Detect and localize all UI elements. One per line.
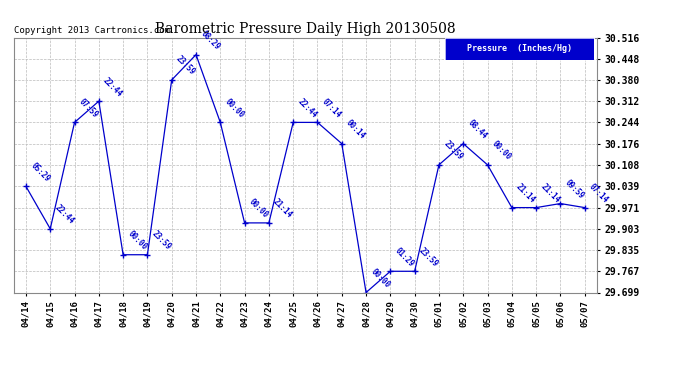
Text: 22:44: 22:44 <box>53 203 76 226</box>
Text: 00:00: 00:00 <box>369 267 391 290</box>
Text: 09:59: 09:59 <box>563 178 586 201</box>
Text: 07:14: 07:14 <box>587 182 610 205</box>
Text: 00:00: 00:00 <box>126 229 148 252</box>
Text: 05:29: 05:29 <box>29 161 52 184</box>
Text: 07:14: 07:14 <box>320 97 343 120</box>
Text: 23:59: 23:59 <box>417 246 440 268</box>
Text: 08:44: 08:44 <box>466 118 489 141</box>
Text: 21:14: 21:14 <box>539 182 562 205</box>
Text: 07:59: 07:59 <box>77 97 100 120</box>
Text: 22:44: 22:44 <box>101 76 124 98</box>
Text: 08:29: 08:29 <box>199 29 221 52</box>
Text: 23:59: 23:59 <box>150 229 173 252</box>
Title: Barometric Pressure Daily High 20130508: Barometric Pressure Daily High 20130508 <box>155 22 455 36</box>
Text: 21:14: 21:14 <box>515 182 538 205</box>
Text: 00:00: 00:00 <box>491 140 513 162</box>
Text: 00:00: 00:00 <box>223 97 246 120</box>
Text: 01:29: 01:29 <box>393 246 416 268</box>
Text: 00:00: 00:00 <box>248 197 270 220</box>
Text: 21:14: 21:14 <box>272 197 295 220</box>
Text: 23:59: 23:59 <box>442 140 464 162</box>
Text: Copyright 2013 Cartronics.com: Copyright 2013 Cartronics.com <box>14 26 170 35</box>
Text: 23:59: 23:59 <box>175 54 197 77</box>
Text: 22:44: 22:44 <box>296 97 319 120</box>
Text: 00:14: 00:14 <box>344 118 367 141</box>
